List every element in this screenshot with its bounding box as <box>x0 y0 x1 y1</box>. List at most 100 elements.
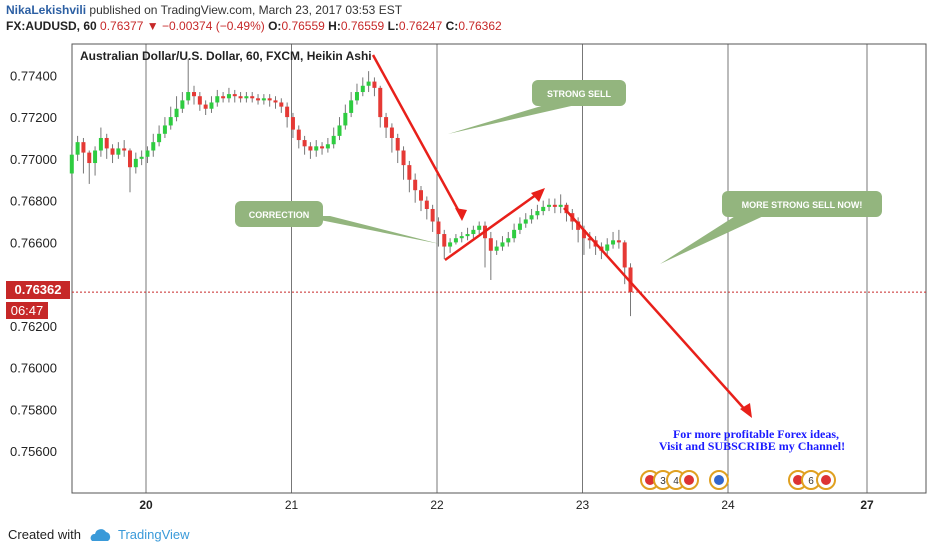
event-badge-6-text: 6 <box>808 476 814 487</box>
candle-down <box>424 200 429 209</box>
candle-up <box>354 92 359 101</box>
candle-up <box>500 242 505 247</box>
candle-up <box>180 100 185 109</box>
arrow-down-2 <box>563 207 749 414</box>
candle-up <box>261 98 266 101</box>
tradingview-brand-link[interactable]: TradingView <box>118 527 190 542</box>
x-tick-label: 22 <box>430 498 444 512</box>
candle-down <box>308 146 313 151</box>
x-tick-label: 24 <box>721 498 735 512</box>
candle-down <box>616 240 621 243</box>
candle-down <box>395 137 400 151</box>
candle-up <box>93 150 98 164</box>
candle-up <box>535 211 540 216</box>
candle-down <box>203 104 208 109</box>
candles <box>69 58 633 317</box>
candle-down <box>81 142 86 153</box>
candle-down <box>576 221 581 230</box>
callout-strong-sell-box <box>532 80 626 106</box>
candle-up <box>512 229 517 239</box>
candle-up <box>209 102 214 109</box>
publish-text: published on TradingView.com, March 23, … <box>89 3 403 17</box>
candle-up <box>506 238 511 243</box>
candle-up <box>337 125 342 136</box>
candle-down <box>285 106 290 118</box>
x-axis: 20 21 22 23 24 27 <box>139 498 874 512</box>
candle-up <box>453 238 458 243</box>
callout-correction-box <box>235 201 323 227</box>
candle-down <box>436 221 441 235</box>
price-badge-value: 0.76362 <box>15 282 62 297</box>
candle-down <box>488 238 493 251</box>
x-tick-label: 23 <box>576 498 590 512</box>
candle-down <box>372 81 377 88</box>
candle-down <box>401 150 406 166</box>
candle-down <box>622 242 627 268</box>
y-tick-label: 0.76600 <box>10 235 57 250</box>
economic-event-badges[interactable]: 3 4 6 <box>640 470 836 490</box>
candle-down <box>320 146 325 149</box>
last-price: 0.76377 <box>100 19 144 33</box>
open-label: O: <box>268 19 282 33</box>
y-axis: 0.77400 0.77200 0.77000 0.76800 0.76600 0.762… <box>10 68 57 459</box>
callout-correction-pointer <box>300 216 440 244</box>
event-badge-3-text: 3 <box>660 476 666 487</box>
close-value: 0.76362 <box>458 19 502 33</box>
candle-down <box>122 148 127 151</box>
low-label: L: <box>387 19 399 33</box>
callout-more-strong-sell-text: MORE STRONG SELL NOW! <box>742 200 863 210</box>
created-with-text: Created with <box>8 527 81 542</box>
candle-up <box>69 154 74 174</box>
candle-down <box>581 229 586 239</box>
candle-down <box>628 267 633 293</box>
candle-down <box>127 150 132 168</box>
candle-down <box>413 179 418 191</box>
candle-up <box>448 242 453 247</box>
candle-up <box>116 148 121 155</box>
candle-down <box>104 137 109 149</box>
publish-info: NikaLekishvili published on TradingView.… <box>6 3 402 17</box>
event-flag-icon[interactable] <box>679 470 699 490</box>
event-badge-6[interactable]: 6 <box>801 470 821 490</box>
plot-area <box>71 43 927 494</box>
callout-more-strong-sell: MORE STRONG SELL NOW! <box>660 191 882 264</box>
y-tick-label: 0.75800 <box>10 402 57 417</box>
candle-down <box>87 152 92 164</box>
callout-correction-text: CORRECTION <box>249 210 310 220</box>
candle-up <box>605 244 610 251</box>
candle-up <box>471 229 476 235</box>
low-value: 0.76247 <box>398 19 443 33</box>
candle-up <box>343 112 348 126</box>
candle-down <box>256 98 261 101</box>
candle-up <box>459 236 464 239</box>
candle-down <box>384 117 389 128</box>
event-flag-icon[interactable] <box>816 470 836 490</box>
chart-title: Australian Dollar/U.S. Dollar, 60, FXCM,… <box>80 49 372 63</box>
candle-up <box>331 135 336 145</box>
y-tick-label: 0.77200 <box>10 110 57 125</box>
change-value: −0.00374 (−0.49%) <box>162 19 265 33</box>
candle-up <box>349 100 354 113</box>
y-tick-label: 0.77000 <box>10 152 57 167</box>
candle-down <box>552 204 557 207</box>
candle-up <box>465 234 470 237</box>
candle-up <box>139 156 144 159</box>
candle-up <box>75 142 80 155</box>
candle-down <box>290 117 295 130</box>
tradingview-cloud-icon <box>90 529 111 541</box>
symbol-label: FX:AUDUSD, 60 <box>6 19 97 33</box>
candle-up <box>98 137 103 151</box>
author-link[interactable]: NikaLekishvili <box>6 3 87 17</box>
high-label: H: <box>328 19 341 33</box>
candle-down <box>378 87 383 118</box>
candle-up <box>547 204 552 207</box>
event-flag-icon[interactable] <box>709 470 729 490</box>
candle-down <box>110 148 115 155</box>
trend-arrows <box>371 54 752 418</box>
price-chart[interactable]: 0.77400 0.77200 0.77000 0.76800 0.76600 0.762… <box>0 36 932 521</box>
promo-line-2: Visit and SUBSCRIBE my Channel! <box>659 439 845 453</box>
callout-more-strong-sell-box <box>722 191 882 217</box>
event-badge-4-text: 4 <box>673 476 679 487</box>
candle-down <box>197 96 202 105</box>
x-tick-label: 27 <box>860 498 874 512</box>
